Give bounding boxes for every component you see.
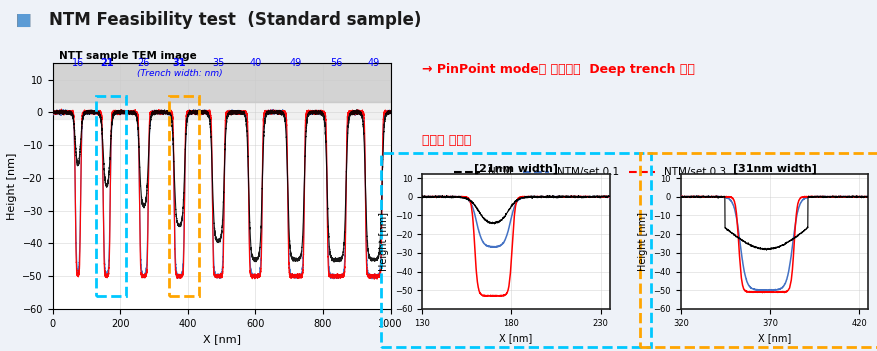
Y-axis label: Height [nm]: Height [nm] xyxy=(7,152,17,220)
X-axis label: X [nm]: X [nm] xyxy=(758,333,791,343)
Text: ■   NTM Feasibility test  (Standard sample): ■ NTM Feasibility test (Standard sample) xyxy=(16,11,421,28)
Text: 31: 31 xyxy=(173,58,186,68)
Text: 49: 49 xyxy=(290,58,303,68)
Text: → PinPoint mode를 이용하여  Deep trench 측정: → PinPoint mode를 이용하여 Deep trench 측정 xyxy=(422,63,695,76)
Y-axis label: Height [nm]: Height [nm] xyxy=(638,212,648,271)
Text: 56: 56 xyxy=(331,58,343,68)
X-axis label: X [nm]: X [nm] xyxy=(499,333,532,343)
Text: 40: 40 xyxy=(249,58,261,68)
Text: 26: 26 xyxy=(138,58,150,68)
Bar xyxy=(96,96,126,296)
Y-axis label: Height [nm]: Height [nm] xyxy=(379,212,389,271)
Title: [21nm width]: [21nm width] xyxy=(474,164,558,174)
Text: (Trench width: nm): (Trench width: nm) xyxy=(137,69,222,78)
X-axis label: X [nm]: X [nm] xyxy=(203,334,240,344)
Text: 16: 16 xyxy=(72,58,84,68)
Text: 49: 49 xyxy=(367,58,380,68)
Bar xyxy=(53,102,390,119)
Text: 35: 35 xyxy=(212,58,225,68)
Bar xyxy=(53,63,390,102)
Bar xyxy=(168,96,199,296)
Text: NTT sample TEM image: NTT sample TEM image xyxy=(60,51,197,61)
Legend: NCM, NTM/set 0.1, NTM/set 0.3: NCM, NTM/set 0.1, NTM/set 0.3 xyxy=(450,163,730,181)
Text: 가능성 확인함: 가능성 확인함 xyxy=(422,133,472,147)
Text: 21: 21 xyxy=(100,58,113,68)
Title: [31nm width]: [31nm width] xyxy=(732,164,816,174)
Text: ■: ■ xyxy=(16,11,32,28)
